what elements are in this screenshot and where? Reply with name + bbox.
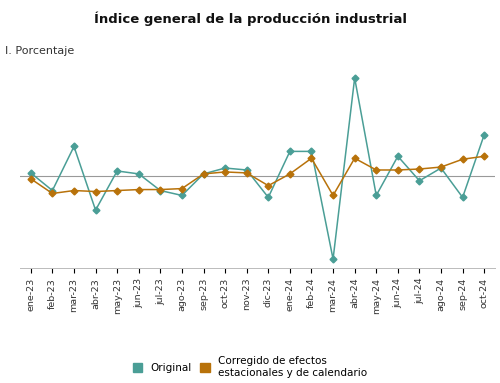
Text: I. Porcentaje: I. Porcentaje: [5, 46, 74, 56]
Legend: Original, Corregido de efectos
estacionales y de calendario: Original, Corregido de efectos estaciona…: [133, 356, 367, 378]
Text: Índice general de la producción industrial: Índice general de la producción industri…: [94, 11, 406, 26]
